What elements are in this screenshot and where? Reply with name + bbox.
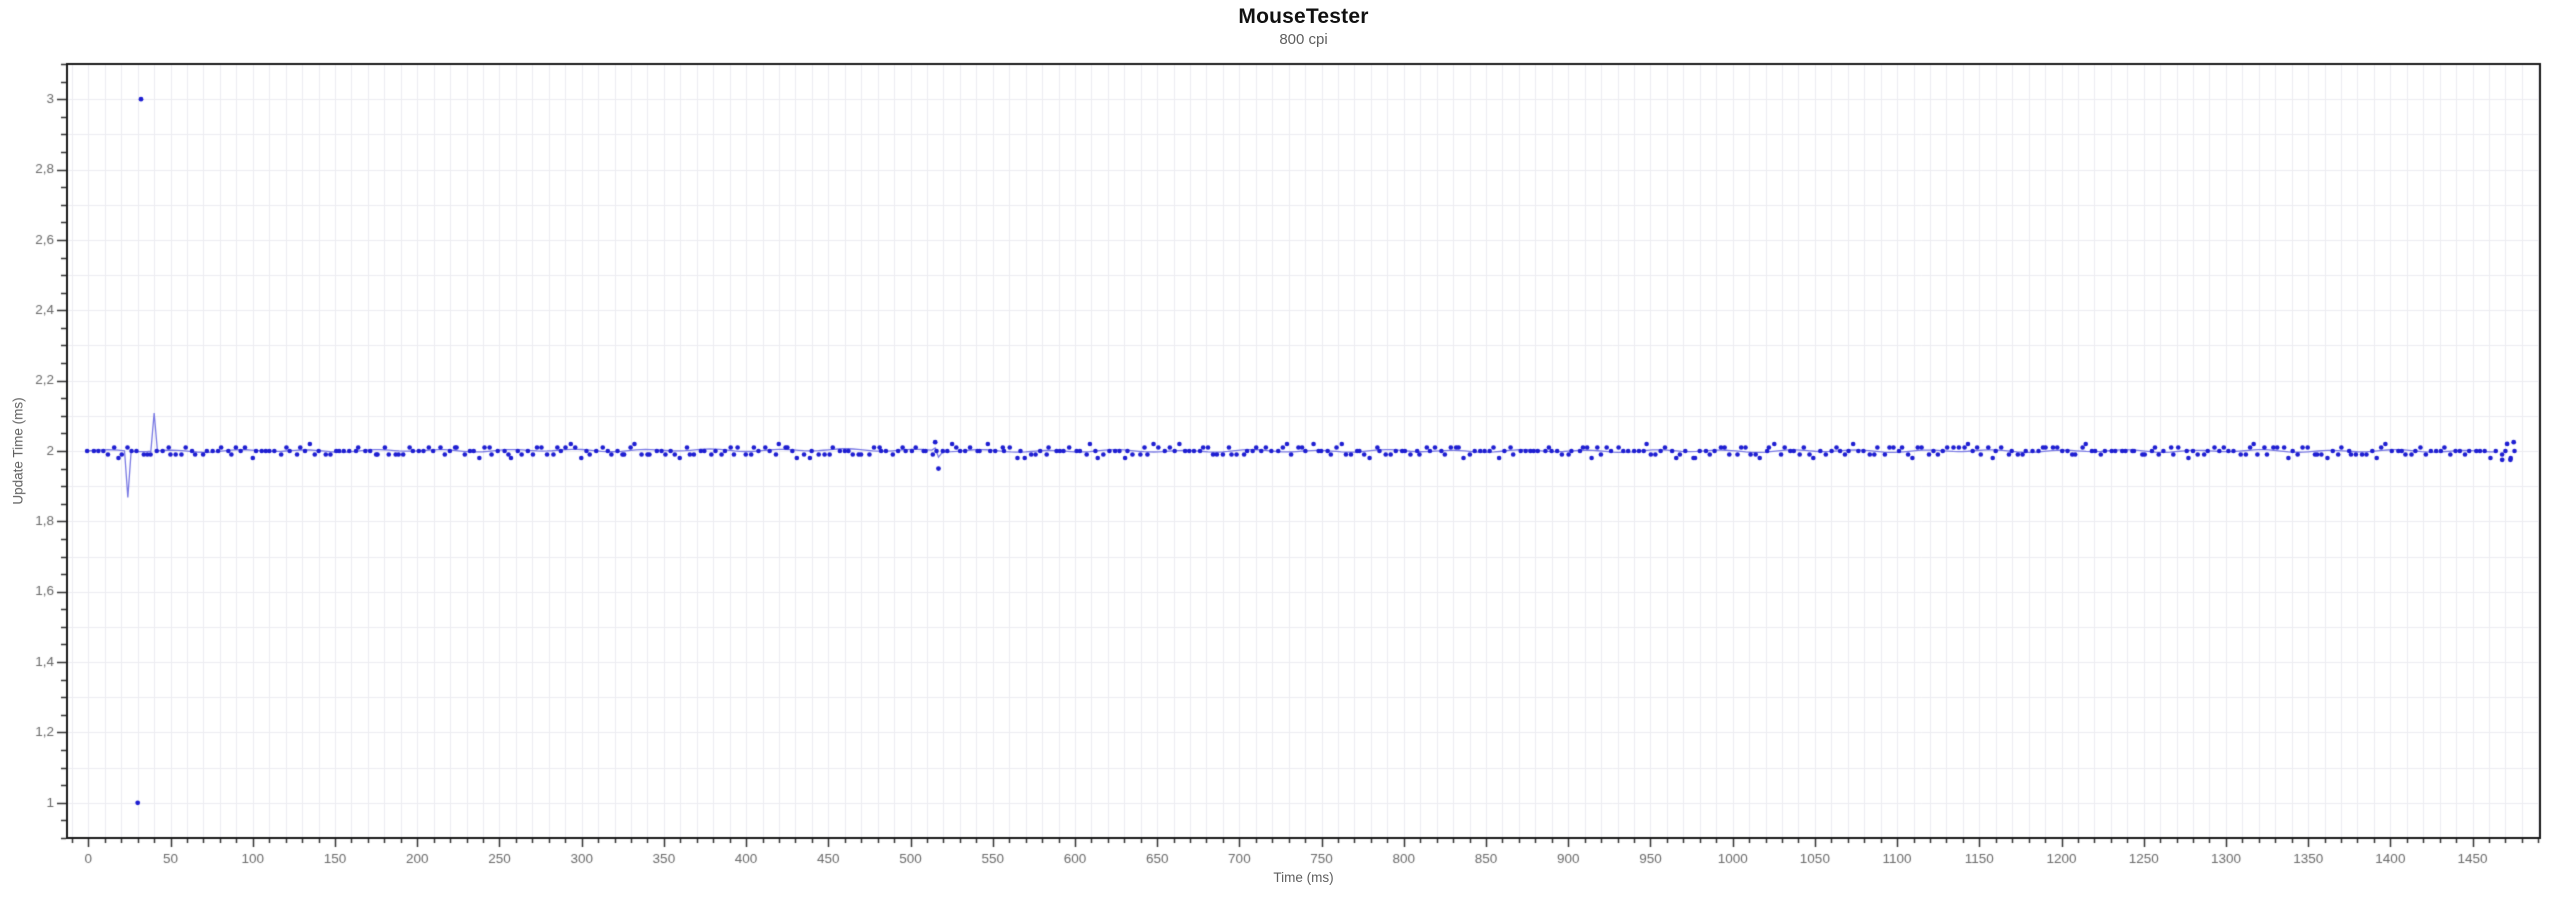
y-axis-title: Update Time (ms) — [10, 397, 26, 505]
x-axis-title: Time (ms) — [1273, 870, 1334, 885]
chart-subtitle: 800 cpi — [1279, 31, 1328, 48]
chart-title: MouseTester — [1238, 5, 1369, 28]
